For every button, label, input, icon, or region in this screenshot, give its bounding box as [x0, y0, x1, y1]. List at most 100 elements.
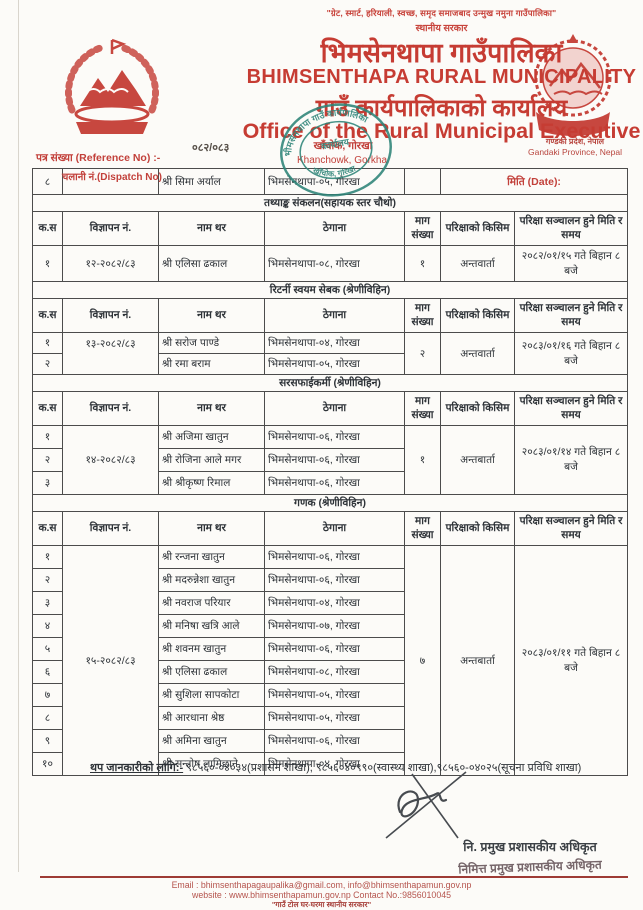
letterhead: गण्डकी प्रदेश, नेपाल Gandaki Province, N…	[0, 0, 643, 197]
address-english: Khanchowk, Gorkha	[296, 155, 388, 166]
col-header-address: ठेगाना	[264, 391, 405, 426]
cell-exam-date: २०८२/०१/१५ गते बिहान ८ बजे	[514, 245, 628, 282]
more-info-numbers: ९८५६०-०४०३४(प्रशासन शाखा), ९८५६०४०९९०(स्…	[183, 762, 582, 774]
cell-address: भिमसेनथापा-०४, गोरखा	[264, 332, 405, 354]
section-title: गणक (श्रेणीविहिन)	[32, 494, 628, 512]
cell-sn: ६	[32, 660, 63, 684]
col-header-advert: विज्ञापन नं.	[62, 211, 159, 246]
table-row: ५ श्री शवनम खातुन भिमसेनथापा-०६, गोरखा	[32, 637, 628, 661]
signature-scribble	[385, 771, 467, 839]
municipality-seal-logo	[534, 34, 612, 136]
cell-exam-date: २०८३/०१/१६ गते बिहान ८ बजे	[514, 332, 628, 375]
office-title-nepali: गाउँ कार्यपालिकाको कार्यालय	[315, 95, 568, 122]
col-header-advert: विज्ञापन नं.	[62, 511, 159, 546]
cell-address: भिमसेनथापा-०८, गोरखा	[264, 245, 405, 282]
cell-exam-date: २०८३/०१/११ गते बिहान ८ बजे	[514, 545, 628, 776]
col-header-demand: माग संख्या	[404, 391, 441, 426]
cell-name: श्री सुशिला सापकोटा	[158, 683, 265, 707]
website-line: website : www.bhimsenthapamun.gov.np Con…	[191, 890, 452, 900]
col-header-exam-type: परिक्षाको किसिम	[440, 391, 515, 426]
cell-sn: ५	[32, 637, 63, 661]
stamp-center-text: कार्यालय	[319, 136, 350, 152]
col-header-name: नाम थर	[158, 391, 265, 426]
cell-sn: १	[32, 332, 63, 354]
cell-name: श्री आरधाना श्रेष्ठ	[158, 706, 265, 730]
cell-exam-type: अन्तबार्ता	[440, 545, 515, 776]
cell-name: श्री अमिना खातुन	[158, 729, 265, 753]
cell-sn: ३	[32, 591, 63, 615]
cell-demand: १	[404, 245, 441, 282]
table-row: २ श्री मदरुन्नेशा खातुन भिमसेनथापा-०६, ग…	[32, 568, 628, 592]
cell-sn: १	[32, 425, 63, 449]
col-header-sn: क.स	[32, 511, 63, 546]
cell-name: श्री सन्तोष लामिछाने	[158, 752, 265, 776]
col-header-exam-type: परिक्षाको किसिम	[440, 298, 515, 333]
email-line: Email : bhimsenthapagaupalika@gmail.com,…	[171, 880, 472, 890]
cell-exam-type: अन्तबार्ता	[440, 425, 515, 495]
cell-address: भिमसेनथापा-०४, गोरखा	[264, 591, 405, 615]
cell-demand: १	[404, 425, 441, 495]
section-title-row: सरसफाईकर्मी (श्रेणीविहिन)	[32, 374, 628, 392]
col-header-exam-date: परिक्षा सञ्चालन हुने मिति र समय	[514, 211, 628, 246]
col-header-name: नाम थर	[158, 298, 265, 333]
cell-address: भिमसेनथापा-०८, गोरखा	[264, 660, 405, 684]
signatory-title: नि. प्रमुख प्रशासकीय अधिकृत	[463, 840, 597, 854]
dispatch-number-value: ८	[32, 168, 63, 195]
table-row: ६ श्री एलिसा ढकाल भिमसेनथापा-०८, गोरखा	[32, 660, 628, 684]
cell-name: श्री सरोज पाण्डे	[158, 332, 265, 354]
col-header-sn: क.स	[32, 211, 63, 246]
cell-address: भिमसेनथापा-०६, गोरखा	[264, 637, 405, 661]
column-header-row: क.स विज्ञापन नं. नाम थर ठेगाना माग संख्य…	[32, 511, 628, 546]
col-header-exam-date: परिक्षा सञ्चालन हुने मिति र समय	[514, 298, 628, 333]
table-row: १ १४-२०८२/८३ श्री अजिमा खातुन भिमसेनथापा…	[32, 425, 628, 495]
table-row: ३ श्री श्रीकृष्ण रिमाल भिमसेनथापा-०६, गो…	[32, 471, 628, 495]
cell-name: श्री एलिसा ढकाल	[158, 245, 265, 282]
cell-name: श्री रोजिना आले मगर	[158, 448, 265, 472]
cell-address: भिमसेनथापा-०७, गोरखा	[264, 614, 405, 638]
cell-exam-type: अन्तवार्ता	[440, 245, 515, 282]
cell-name: श्री रमा बराम	[158, 353, 265, 375]
cell-name: श्री मदरुन्नेशा खातुन	[158, 568, 265, 592]
footer-divider-line	[40, 876, 628, 878]
cell-advert-no: १३-२०८२/८३	[62, 332, 159, 375]
cell-sn: ४	[32, 614, 63, 638]
office-round-stamp: भीमसेनथापा गाउँ कार्यपालिका कार्यालय खाँ…	[275, 101, 392, 197]
column-header-row: क.स विज्ञापन नं. नाम थर ठेगाना माग संख्य…	[32, 298, 628, 333]
local-government-label: स्थानीय सरकार	[415, 23, 468, 34]
province-label: गण्डकी प्रदेश, नेपाल Gandaki Province, N…	[515, 136, 635, 157]
cell-name: श्री शवनम खातुन	[158, 637, 265, 661]
col-header-demand: माग संख्या	[404, 211, 441, 246]
cell-address: भिमसेनथापा-०६, गोरखा	[264, 448, 405, 472]
col-header-exam-date: परिक्षा सञ्चालन हुने मिति र समय	[514, 391, 628, 426]
col-header-sn: क.स	[32, 298, 63, 333]
cell-demand: २	[404, 332, 441, 375]
section-title-row: रिटर्नी स्वयम सेबक (श्रेणीविहिन)	[32, 281, 628, 299]
exam-schedule-table: ८ श्री सिमा अर्याल भिमसेनथापा-०५, गोरखा …	[32, 168, 628, 776]
col-header-sn: क.स	[32, 391, 63, 426]
cell-sn: ३	[32, 471, 63, 495]
municipality-title-english: BHIMSENTHAPA RURAL MUNICIPALITY	[246, 66, 637, 88]
signatory-stamp-title: निमित्त प्रमुख प्रशासकीय अधिकृत	[458, 857, 602, 877]
municipality-title-nepali: भिमसेनथापा गाउँपालिका	[320, 38, 563, 68]
reference-no-label: पत्र संख्या (Reference No) :-	[36, 152, 161, 164]
cell-address: भिमसेनथापा-०६, गोरखा	[264, 545, 405, 569]
footer-motto: "गाउँ टोल घर-घरमा स्थानीय सरकार"	[271, 900, 372, 909]
col-header-exam-type: परिक्षाको किसिम	[440, 211, 515, 246]
more-info-paragraph: थप जानकारीको लागि:- ९८५६०-०४०३४(प्रशासन …	[60, 760, 590, 777]
province-nepali: गण्डकी प्रदेश, नेपाल	[545, 137, 605, 146]
contact-person-name: श्री सिमा अर्याल	[158, 168, 265, 195]
cell-address: भिमसेनथापा-०५, गोरखा	[264, 683, 405, 707]
cell-sn: १	[32, 545, 63, 569]
slogan-text: "ग्रेट, स्मार्ट, हरियाली, स्वच्छ, समृद स…	[326, 8, 557, 18]
cell-address: भिमसेनथापा-०४, गोरखा	[264, 752, 405, 776]
cell-address: भिमसेनथापा-०६, गोरखा	[264, 568, 405, 592]
cell-sn: २	[32, 353, 63, 375]
cell-exam-type: अन्तवार्ता	[440, 332, 515, 375]
col-header-demand: माग संख्या	[404, 511, 441, 546]
cell-advert-no: १५-२०८२/८३	[62, 545, 159, 776]
table-row: ८ श्री आरधाना श्रेष्ठ भिमसेनथापा-०५, गोर…	[32, 706, 628, 730]
cell-address: भिमसेनथापा-०६, गोरखा	[264, 471, 405, 495]
table-row: २ श्री रमा बराम भिमसेनथापा-०५, गोरखा	[32, 353, 628, 375]
cell-advert-no: १४-२०८२/८३	[62, 425, 159, 495]
